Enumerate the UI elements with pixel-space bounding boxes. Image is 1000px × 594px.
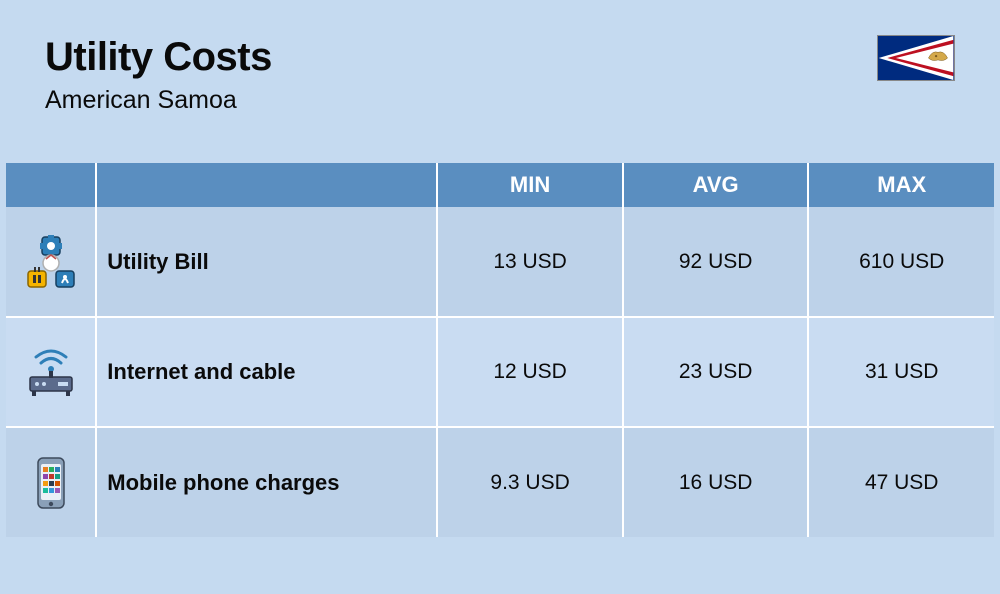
table-row: Utility Bill 13 USD 92 USD 610 USD bbox=[6, 207, 994, 317]
row-max: 610 USD bbox=[808, 207, 994, 317]
row-max: 47 USD bbox=[808, 427, 994, 537]
row-avg: 92 USD bbox=[623, 207, 809, 317]
phone-icon bbox=[6, 427, 96, 537]
header-max: MAX bbox=[808, 163, 994, 207]
row-avg: 16 USD bbox=[623, 427, 809, 537]
row-label: Utility Bill bbox=[96, 207, 437, 317]
page-subtitle: American Samoa bbox=[45, 86, 272, 115]
row-min: 13 USD bbox=[437, 207, 623, 317]
header-avg: AVG bbox=[623, 163, 809, 207]
row-max: 31 USD bbox=[808, 317, 994, 427]
header-min: MIN bbox=[437, 163, 623, 207]
header: Utility Costs American Samoa bbox=[0, 0, 1000, 115]
utility-icon bbox=[6, 207, 96, 317]
table-header-row: MIN AVG MAX bbox=[6, 163, 994, 207]
row-min: 12 USD bbox=[437, 317, 623, 427]
row-label: Mobile phone charges bbox=[96, 427, 437, 537]
page-title: Utility Costs bbox=[45, 35, 272, 80]
title-block: Utility Costs American Samoa bbox=[45, 35, 272, 115]
table-row: Mobile phone charges 9.3 USD 16 USD 47 U… bbox=[6, 427, 994, 537]
table-row: Internet and cable 12 USD 23 USD 31 USD bbox=[6, 317, 994, 427]
flag-icon bbox=[877, 35, 955, 81]
cost-table: MIN AVG MAX bbox=[6, 163, 994, 537]
router-icon bbox=[6, 317, 96, 427]
row-label: Internet and cable bbox=[96, 317, 437, 427]
header-blank-icon bbox=[6, 163, 96, 207]
row-min: 9.3 USD bbox=[437, 427, 623, 537]
row-avg: 23 USD bbox=[623, 317, 809, 427]
header-blank-label bbox=[96, 163, 437, 207]
